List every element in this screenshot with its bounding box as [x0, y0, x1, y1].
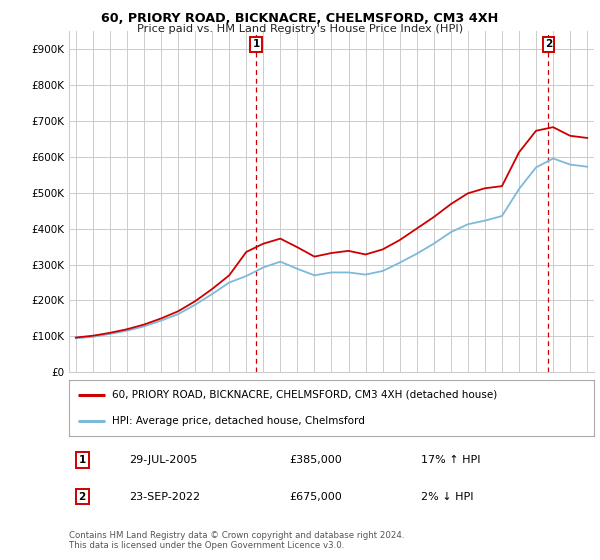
Text: 17% ↑ HPI: 17% ↑ HPI — [421, 455, 480, 465]
Text: 2: 2 — [79, 492, 86, 502]
Text: 23-SEP-2022: 23-SEP-2022 — [130, 492, 200, 502]
Text: 2% ↓ HPI: 2% ↓ HPI — [421, 492, 473, 502]
Text: 2: 2 — [545, 39, 552, 49]
Text: Price paid vs. HM Land Registry's House Price Index (HPI): Price paid vs. HM Land Registry's House … — [137, 24, 463, 34]
Text: 1: 1 — [79, 455, 86, 465]
Text: Contains HM Land Registry data © Crown copyright and database right 2024.
This d: Contains HM Land Registry data © Crown c… — [69, 531, 404, 550]
Text: £385,000: £385,000 — [290, 455, 342, 465]
Text: 29-JUL-2005: 29-JUL-2005 — [130, 455, 198, 465]
Text: 1: 1 — [253, 39, 260, 49]
Text: HPI: Average price, detached house, Chelmsford: HPI: Average price, detached house, Chel… — [112, 416, 365, 426]
Text: 60, PRIORY ROAD, BICKNACRE, CHELMSFORD, CM3 4XH (detached house): 60, PRIORY ROAD, BICKNACRE, CHELMSFORD, … — [112, 390, 497, 400]
Text: £675,000: £675,000 — [290, 492, 342, 502]
Text: 60, PRIORY ROAD, BICKNACRE, CHELMSFORD, CM3 4XH: 60, PRIORY ROAD, BICKNACRE, CHELMSFORD, … — [101, 12, 499, 25]
